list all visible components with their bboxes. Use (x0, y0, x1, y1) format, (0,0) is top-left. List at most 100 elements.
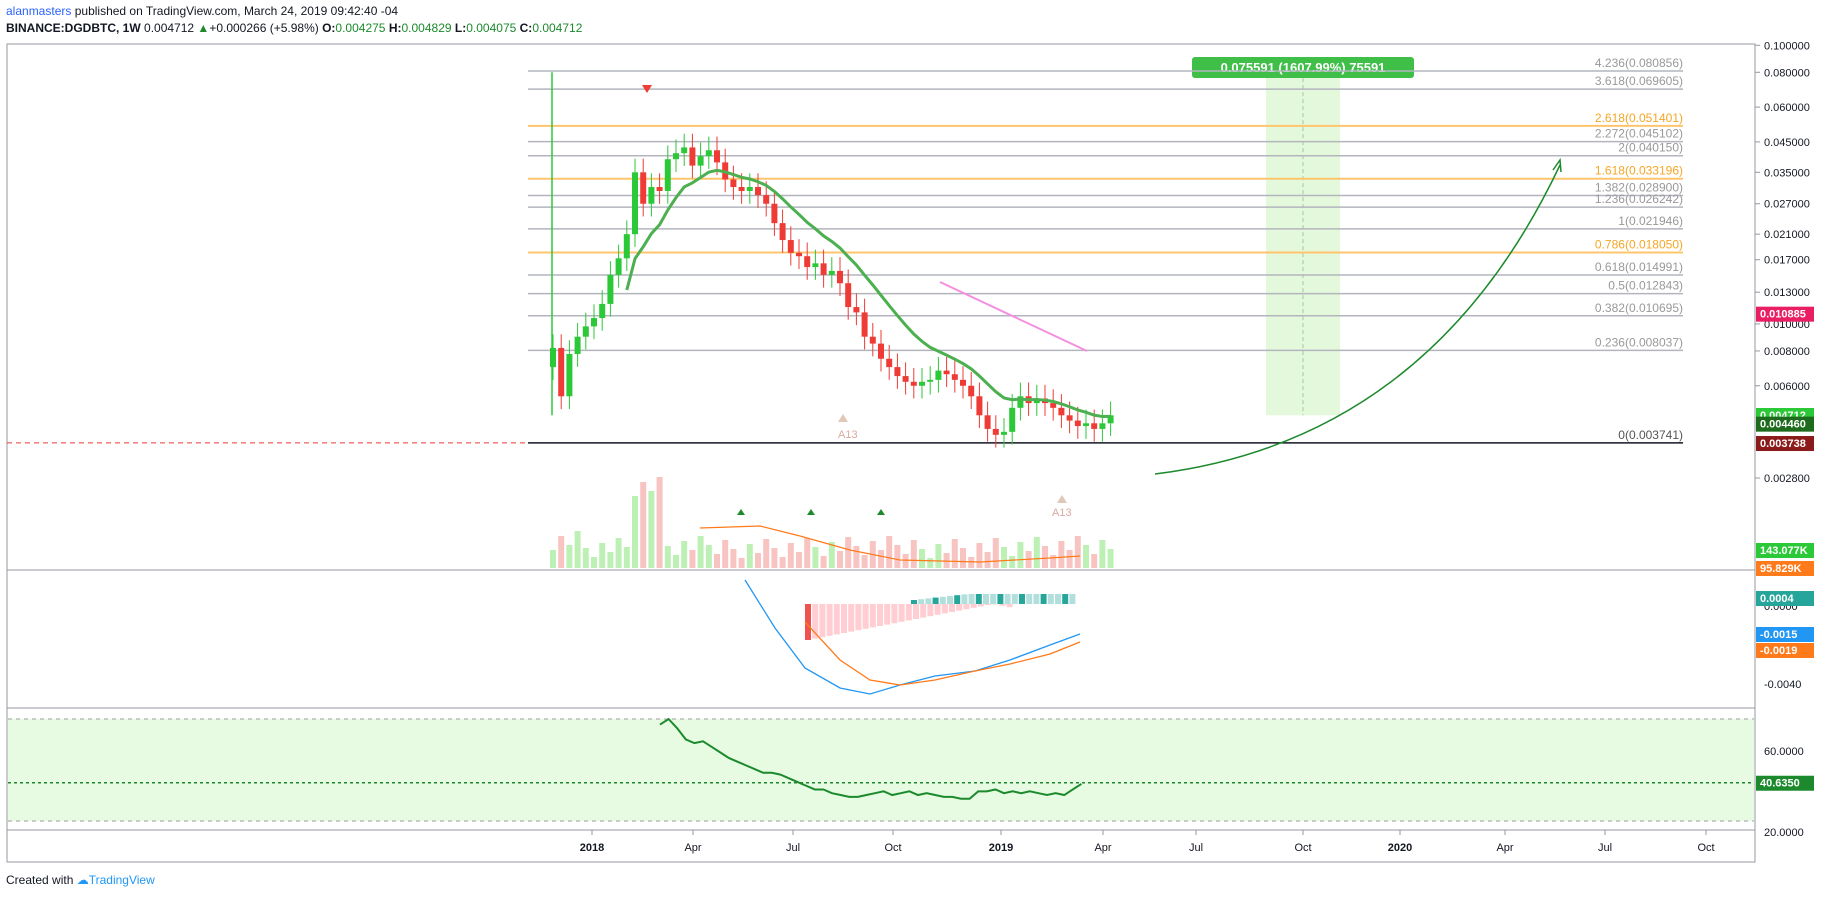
time-axis-label: Apr (684, 842, 701, 854)
volume-bar (1033, 537, 1040, 568)
macd-pane[interactable] (6, 569, 1756, 709)
price-badge (1756, 416, 1814, 432)
candle-body (1001, 431, 1007, 435)
volume-bar (910, 540, 917, 568)
volume-bar (787, 543, 794, 568)
price-badge-label: 0.004460 (1760, 419, 1806, 431)
price-badge-label: 0.010885 (1760, 309, 1806, 321)
volume-bar (755, 553, 761, 568)
volume-bar (566, 545, 573, 568)
high-label: H: (388, 21, 402, 35)
macd-histogram-bar (985, 604, 991, 605)
candle-body (845, 283, 852, 308)
candle-body (689, 147, 696, 166)
volume-bar (1017, 542, 1024, 568)
candle-body (787, 240, 794, 253)
macd-badge (1756, 591, 1814, 606)
ema-line (625, 168, 1111, 419)
last-price: 0.004712 (144, 21, 195, 35)
volume-bar (960, 548, 966, 568)
price-axis-label: 0.045000 (1764, 137, 1810, 149)
candle-body (878, 343, 884, 359)
macd-histogram-bar (1062, 594, 1069, 604)
candle-body (615, 258, 622, 275)
candle-body (746, 187, 753, 191)
candle-body (779, 223, 786, 241)
candle-body (632, 172, 638, 235)
price-axis-label: 0.002800 (1764, 473, 1810, 485)
candle-body (697, 156, 704, 166)
candle-body (656, 187, 663, 191)
footer: Created with ☁TradingView (6, 872, 155, 888)
macd-histogram-bar (932, 597, 939, 604)
fib-label: 1.618(0.033196) (1595, 164, 1683, 178)
macd-badge (1756, 643, 1814, 658)
macd-histogram-bar (862, 604, 869, 629)
candle-body (976, 396, 983, 416)
volume-bar (1042, 546, 1048, 568)
close-value: 0.004712 (532, 21, 583, 35)
volume-bar (927, 558, 934, 568)
fib-label: 0.5(0.012843) (1608, 279, 1683, 293)
tradingview-brand-link[interactable]: TradingView (88, 873, 155, 887)
volume-ma-line (699, 525, 1081, 563)
fib-label: 0.618(0.014991) (1595, 260, 1683, 274)
macd-histogram-bar (920, 604, 927, 618)
macd-histogram-bar (1069, 594, 1076, 604)
volume-bar (976, 543, 983, 568)
candle-body (1017, 396, 1024, 408)
candle-body (664, 159, 671, 191)
candle-body (1074, 420, 1081, 427)
price-axis-label: 0.008000 (1764, 346, 1810, 358)
volume-bar (820, 556, 827, 568)
candle-body (894, 367, 901, 377)
candle-body (730, 179, 737, 188)
buy-signal-marker (737, 509, 745, 515)
author-link[interactable]: alanmasters (6, 4, 72, 18)
candle-body (574, 336, 581, 355)
price-badge (1756, 306, 1814, 322)
buy-signal-marker (877, 509, 885, 515)
rsi-axis-label: 60.0000 (1764, 746, 1804, 758)
macd-histogram-bar (949, 604, 955, 612)
macd-histogram-bar (841, 604, 847, 633)
annotation-label: A13 (1052, 507, 1072, 519)
volume-bar (656, 477, 663, 568)
candle-body (828, 270, 835, 275)
macd-histogram-bar (934, 604, 941, 615)
candle-body (812, 263, 819, 268)
macd-histogram-bar (1026, 594, 1033, 604)
fib-label: 1.236(0.026242) (1595, 192, 1683, 206)
volume-bar (705, 545, 712, 568)
price-axis-label: 0.021000 (1764, 229, 1810, 241)
symbol-label: BINANCE:DGDBTC, 1W (6, 21, 141, 35)
volume-bar (681, 541, 688, 568)
fib-label: 3.618(0.069605) (1595, 74, 1683, 88)
time-axis-label: Apr (1496, 842, 1513, 854)
candle-body (951, 374, 958, 380)
candle-body (861, 312, 868, 337)
price-axis-label: 0.010000 (1764, 319, 1810, 331)
volume-bar (648, 491, 655, 568)
macd-histogram-bar (956, 604, 963, 611)
price-pane[interactable] (6, 43, 1756, 571)
price-axis-label: 0.017000 (1764, 255, 1810, 267)
candle-body (1050, 403, 1057, 408)
annotation-label: A13 (838, 429, 858, 441)
candle-body (919, 381, 925, 386)
volume-bar (968, 557, 975, 568)
macd-histogram-bar (997, 594, 1004, 604)
triangle-marker (838, 414, 848, 422)
volume-bar (771, 548, 778, 568)
macd-histogram-bar (963, 604, 970, 610)
trend-line (939, 281, 1088, 352)
price-axis-label: 0.060000 (1764, 102, 1810, 114)
candle-body (943, 370, 950, 375)
candle-body (869, 336, 876, 344)
macd-histogram-bar (877, 604, 883, 626)
volume-bar (853, 546, 860, 568)
macd-histogram-bar (884, 604, 891, 625)
macd-histogram-bar (911, 600, 917, 604)
candle-body (640, 172, 647, 204)
